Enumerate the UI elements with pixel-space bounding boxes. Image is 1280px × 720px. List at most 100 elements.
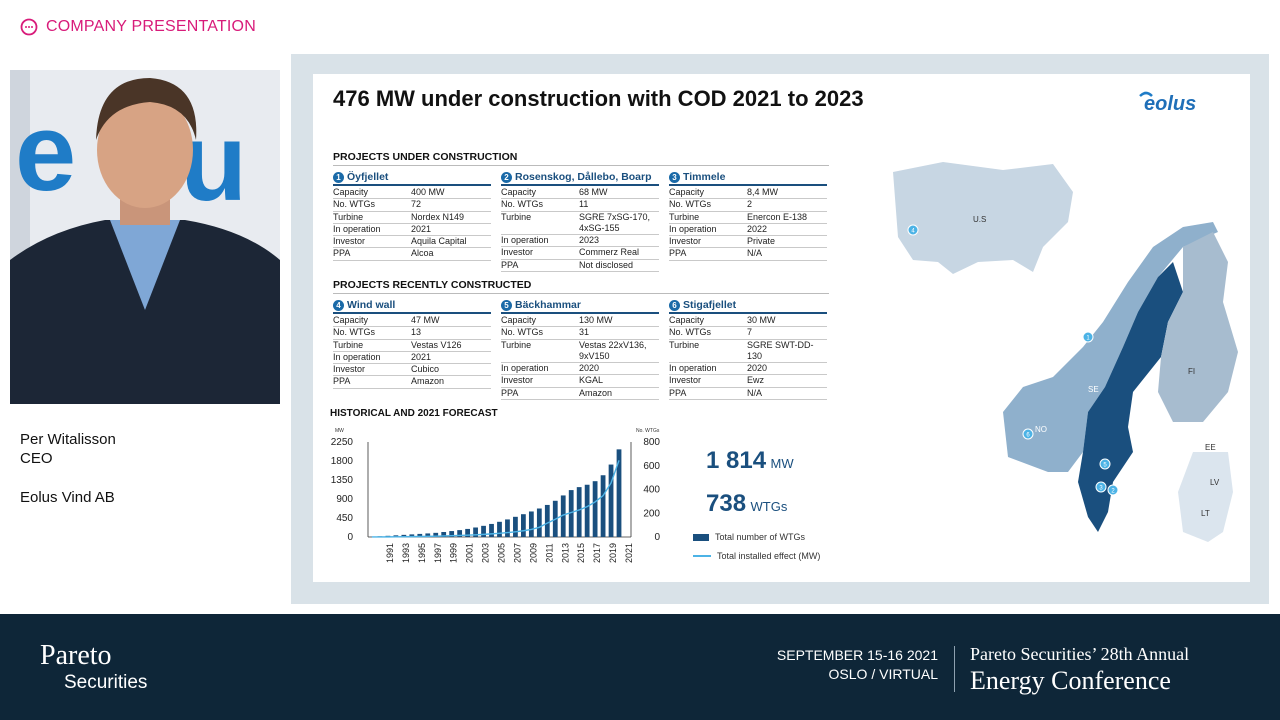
total-wtgs: 738 WTGs	[706, 490, 787, 518]
section-recently-constructed: PROJECTS RECENTLY CONSTRUCTED	[333, 279, 829, 294]
total-wtgs-value: 738	[706, 490, 747, 517]
project-row-value: KGAL	[579, 375, 604, 386]
project-row-value: Commerz Real	[579, 247, 640, 258]
project-row-value: 7	[747, 327, 753, 338]
wtg-bar	[425, 533, 431, 537]
project-row-key: PPA	[501, 387, 519, 398]
presentation-slide: 476 MW under construction with COD 2021 …	[313, 74, 1250, 582]
wtg-bar	[544, 504, 550, 537]
project-row-value: 68 MW	[579, 187, 608, 197]
pareto-logo-name: Pareto	[40, 640, 112, 671]
project-row: Turbine SGRE SWT-DD-130	[669, 340, 827, 364]
project-header: 2 Rosenskog, Dållebo, Boarp	[501, 171, 659, 186]
x-tick-label: 1997	[433, 543, 443, 563]
project-row-key: In operation	[501, 363, 549, 374]
wtg-bar	[457, 530, 463, 537]
left-tick: 1800	[331, 456, 354, 467]
pareto-logo: Pareto Securities	[40, 642, 147, 694]
project-row-key: Turbine	[501, 339, 532, 350]
left-tick: 450	[336, 513, 353, 524]
project-name: Öyfjellet	[347, 171, 389, 183]
project-number: 4	[333, 299, 344, 311]
project-card: 1 Öyfjellet Capacity 400 MW No. WTGs 72 Turbin…	[333, 171, 491, 261]
left-axis-label: MW	[335, 428, 344, 434]
project-number: 6	[669, 299, 680, 311]
project-row: In operation 2022	[669, 224, 827, 237]
x-tick-label: 2013	[560, 543, 570, 563]
project-row: Investor Ewz	[669, 375, 827, 388]
presenter-role: CEO	[20, 450, 53, 467]
right-tick: 200	[643, 508, 660, 519]
project-row-key: Capacity	[333, 187, 369, 197]
project-row: Investor Private	[669, 236, 827, 249]
presenter-name: Per Witalisson	[20, 431, 116, 448]
wtg-bar	[417, 533, 423, 537]
project-row: Investor Commerz Real	[501, 247, 659, 260]
left-tick: 0	[347, 532, 353, 543]
conference-title-line1: Pareto Securities’ 28th Annual	[970, 644, 1190, 664]
project-name: Wind wall	[347, 299, 396, 311]
project-row-key: PPA	[669, 248, 687, 259]
wtg-bar	[568, 490, 574, 537]
event-date-text: SEPTEMBER 15-16 2021	[776, 647, 938, 663]
map-label-us: U.S	[973, 215, 986, 224]
map-marker-4: 4	[907, 224, 919, 236]
wtg-bar	[600, 475, 606, 537]
right-tick: 600	[643, 461, 660, 472]
map-marker-3: 3	[1095, 481, 1107, 493]
map-label-ee: EE	[1205, 443, 1216, 452]
project-row-key: No. WTGs	[333, 199, 375, 210]
legend-line: Total installed effect (MW)	[693, 551, 820, 561]
project-row: In operation 2021	[333, 224, 491, 237]
project-map: U.S NO SE FI EE LV LT 1 2 3 4 5 6	[893, 162, 1238, 542]
project-row-value: 2020	[579, 363, 600, 374]
total-mw: 1 814 MW	[706, 447, 794, 475]
us-shape	[893, 162, 1073, 274]
project-row-key: PPA	[669, 387, 687, 398]
project-row: In operation 2023	[501, 235, 659, 248]
project-row: No. WTGs 31	[501, 327, 659, 340]
x-tick-label: 2005	[497, 543, 507, 563]
project-row-value: 400 MW	[411, 187, 445, 197]
project-row: PPA N/A	[669, 248, 827, 261]
section-under-construction: PROJECTS UNDER CONSTRUCTION	[333, 151, 829, 166]
svg-text:3: 3	[1099, 486, 1103, 492]
project-card: 4 Wind wall Capacity 47 MW No. WTGs 13 Turbine…	[333, 299, 491, 389]
map-marker-6: 6	[1022, 428, 1034, 440]
company-presentation-label: COMPANY PRESENTATION	[20, 18, 256, 36]
project-name: Timmele	[683, 171, 726, 183]
project-header: 4 Wind wall	[333, 299, 491, 314]
project-row: Turbine SGRE 7xSG-170, 4xSG-155	[501, 212, 659, 236]
project-card: 6 Stigafjellet Capacity 30 MW No. WTGs 7 Turbi…	[669, 299, 827, 401]
project-row-key: In operation	[501, 235, 549, 246]
project-row: In operation 2021	[333, 351, 491, 365]
project-row-key: PPA	[333, 248, 351, 259]
project-row-key: Capacity	[669, 315, 705, 325]
project-row-key: Turbine	[333, 211, 364, 222]
wtg-bar	[536, 508, 542, 537]
project-row-value: 30 MW	[747, 315, 776, 325]
presenter-company: Eolus Vind AB	[20, 489, 115, 506]
project-row-value: SGRE SWT-DD-130	[747, 339, 814, 361]
norway-shape	[1003, 222, 1218, 472]
wtg-bar	[513, 516, 518, 537]
legend-bars: Total number of WTGs	[693, 532, 805, 542]
wtg-bar	[473, 527, 478, 537]
project-row-key: Investor	[669, 236, 702, 247]
project-row-value: Vestas 22xV136, 9xV150	[579, 339, 647, 361]
wtg-bar	[465, 528, 470, 537]
project-row-value: SGRE 7xSG-170, 4xSG-155	[579, 211, 651, 233]
project-row-value: 130 MW	[579, 315, 613, 325]
wtg-bar	[528, 511, 534, 537]
project-row: No. WTGs 13	[333, 327, 491, 340]
pareto-logo-sub: Securities	[64, 672, 148, 693]
wtg-bar	[576, 487, 582, 537]
project-row-value: 2021	[411, 351, 432, 362]
project-number: 3	[669, 171, 680, 183]
forecast-title: HISTORICAL AND 2021 FORECAST	[330, 408, 498, 419]
project-name: Rosenskog, Dållebo, Boarp	[515, 171, 652, 183]
project-row: No. WTGs 2	[669, 199, 827, 212]
project-row-key: PPA	[333, 376, 351, 387]
project-card: 2 Rosenskog, Dållebo, Boarp Capacity 68 MW N…	[501, 171, 659, 273]
map-marker-1: 1	[1082, 331, 1094, 343]
